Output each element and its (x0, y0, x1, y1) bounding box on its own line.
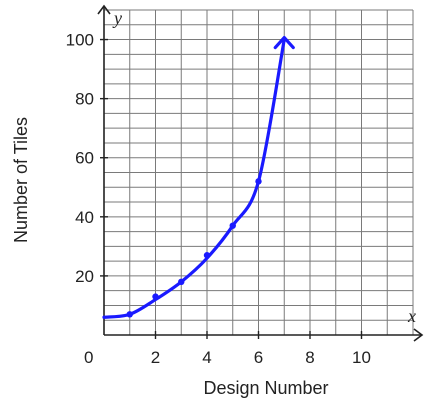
y-axis-title: Number of Tiles (11, 117, 31, 243)
series-arrowhead (273, 35, 295, 50)
tick-labels: 2 4 6 8 10 20 40 60 80 100 (66, 31, 371, 367)
x-tick-label: 2 (151, 348, 160, 367)
y-tick-label: 100 (66, 31, 94, 50)
data-point (152, 293, 159, 300)
series-line (102, 37, 286, 319)
y-axis-arrow (97, 4, 111, 15)
data-point (229, 222, 236, 229)
y-axis-variable: y (112, 8, 122, 28)
x-axis-title: Design Number (203, 378, 328, 398)
x-tick-label: 8 (305, 348, 314, 367)
origin-label: 0 (84, 348, 93, 367)
data-point (255, 178, 262, 185)
data-point (178, 278, 185, 286)
data-point (126, 311, 133, 318)
y-tick-label: 80 (75, 90, 94, 109)
x-tick-label: 4 (202, 348, 211, 367)
x-tick-label: 6 (254, 348, 263, 367)
data-point (203, 252, 211, 259)
x-axis-arrow (413, 328, 424, 342)
grid-lines (104, 9, 414, 335)
y-tick-label: 20 (75, 267, 94, 286)
y-tick-label: 60 (75, 149, 94, 168)
x-axis-variable: x (407, 306, 416, 326)
x-tick-label: 10 (352, 348, 371, 367)
series-layer (102, 35, 295, 319)
y-tick-label: 40 (75, 208, 94, 227)
axes (97, 4, 424, 342)
